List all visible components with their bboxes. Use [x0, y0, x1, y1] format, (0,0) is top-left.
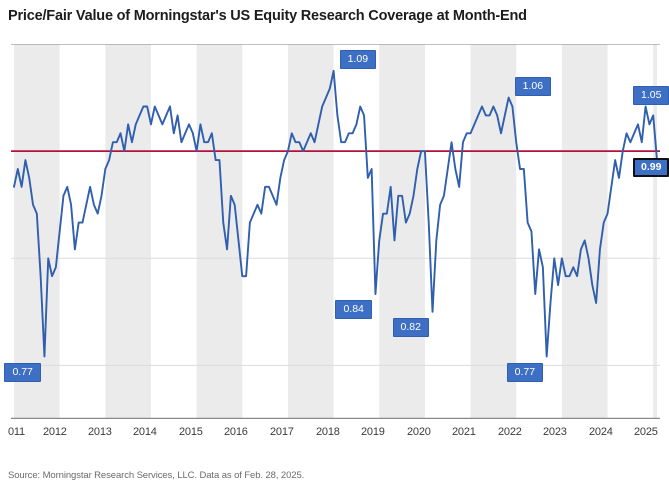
x-axis-tick-2016: 2016	[224, 426, 248, 438]
data-label-1-06-4: 1.06	[514, 76, 552, 96]
plot-area	[11, 44, 660, 419]
x-axis-tick-2020: 2020	[407, 426, 431, 438]
year-band	[653, 44, 657, 419]
series-path	[13, 69, 658, 358]
data-label-1-09-1: 1.09	[339, 49, 377, 69]
x-axis-tick-011: 011	[8, 426, 25, 438]
year-band	[105, 44, 151, 419]
x-axis-tick-labels: 011 2012 2013 2014 2015 2016 2017 2018 2019 2020 2…	[0, 426, 669, 448]
x-axis-tick-2022: 2022	[498, 426, 522, 438]
year-band	[379, 44, 425, 419]
x-axis-tick-2021: 2021	[452, 426, 476, 438]
x-axis-tick-2018: 2018	[316, 426, 340, 438]
x-axis-tick-2015: 2015	[179, 426, 203, 438]
gridlines	[11, 44, 660, 366]
year-band	[14, 44, 60, 419]
x-axis-tick-2019: 2019	[361, 426, 385, 438]
data-label-0-82-3: 0.82	[392, 317, 429, 337]
price-fair-value-line	[13, 69, 658, 358]
plot-frame	[11, 44, 660, 419]
data-label-0-77-0: 0.77	[4, 362, 41, 382]
x-axis-tick-2025: 2025	[634, 426, 658, 438]
year-band	[561, 44, 608, 419]
data-label-1-05-6: 1.05	[633, 85, 669, 105]
x-axis-tick-2017: 2017	[270, 426, 294, 438]
chart-title: Price/Fair Value of Morningstar's US Equ…	[8, 8, 527, 24]
x-axis-tick-2013: 2013	[88, 426, 112, 438]
data-label-0-77-5: 0.77	[506, 362, 544, 382]
data-label-0-99-7: 0.99	[633, 158, 669, 178]
x-axis-tick-2024: 2024	[589, 426, 613, 438]
x-axis-tick-2014: 2014	[133, 426, 157, 438]
data-label-0-84-2: 0.84	[335, 300, 372, 319]
year-band	[287, 44, 334, 419]
x-axis-tick-2023: 2023	[543, 426, 567, 438]
source-note: Source: Morningstar Research Services, L…	[8, 470, 305, 481]
x-axis-tick-2012: 2012	[43, 426, 67, 438]
chart-plot-svg	[11, 44, 660, 419]
year-band	[196, 44, 243, 419]
